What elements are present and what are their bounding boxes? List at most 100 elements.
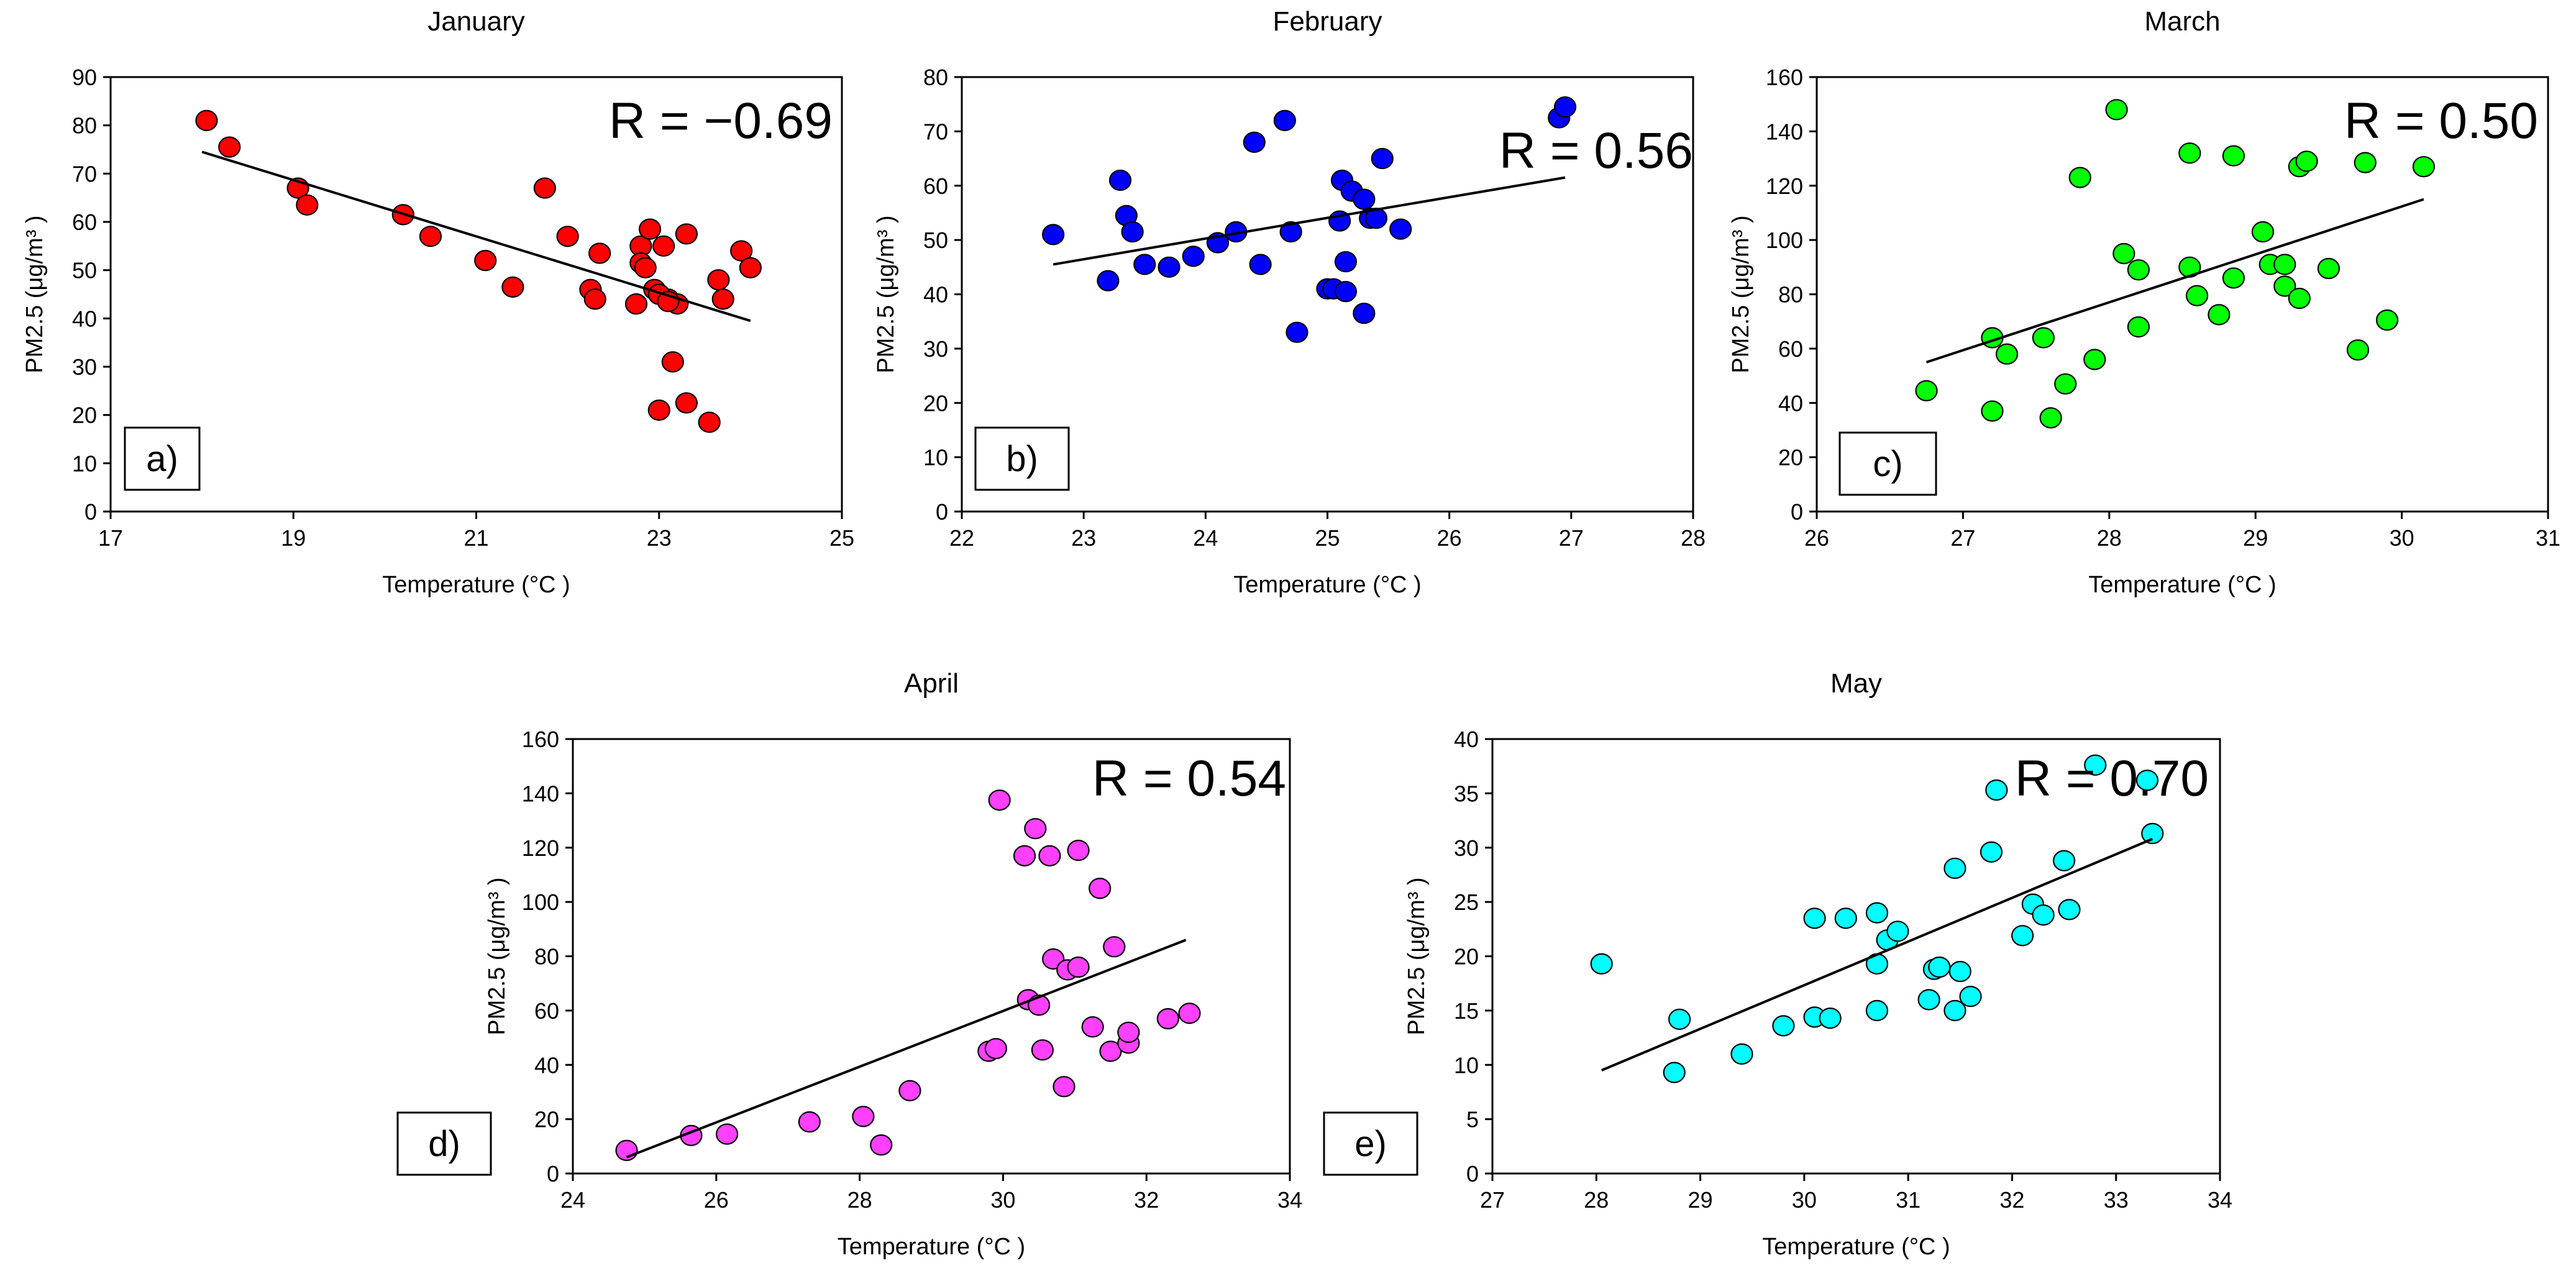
- data-point: [1038, 845, 1061, 866]
- y-tick-label: 50: [923, 227, 948, 253]
- chart-panel-march: March 26 27 28 29 30 31 0 20 40 60 80 100 120 140 160 Te…: [1728, 6, 2560, 598]
- chart-title: March: [2144, 6, 2220, 37]
- y-tick-label: 140: [1766, 119, 1803, 144]
- y-tick-label: 100: [1766, 227, 1803, 253]
- y-tick-label: 80: [72, 113, 97, 139]
- panel-label-box: [1838, 431, 1937, 496]
- y-axis-label: PM2.5 (μg/m³ ): [873, 215, 899, 373]
- x-axis-label: Temperature (°C ): [2088, 572, 2276, 598]
- correlation-label: R = −0.69: [609, 93, 833, 149]
- panel-label: c): [1873, 444, 1902, 484]
- data-point: [1943, 857, 1966, 880]
- y-tick-label: 30: [72, 354, 97, 380]
- data-point: [638, 218, 662, 240]
- x-tick-label: 29: [2243, 525, 2268, 551]
- x-tick-label: 28: [2097, 525, 2122, 551]
- data-point: [1013, 845, 1036, 866]
- data-point: [1089, 878, 1112, 899]
- y-tick-label: 15: [1454, 998, 1479, 1024]
- y-tick-label: 30: [923, 336, 948, 362]
- data-point: [2105, 99, 2128, 121]
- data-point: [1067, 840, 1090, 861]
- x-tick-label: 17: [98, 525, 123, 551]
- x-tick-label: 23: [647, 525, 672, 551]
- y-tick-label: 80: [923, 65, 948, 90]
- y-tick-label: 0: [84, 499, 97, 525]
- x-axis-label: Temperature (°C ): [1233, 572, 1421, 598]
- data-point: [1886, 921, 1909, 942]
- data-point: [1663, 1062, 1686, 1083]
- data-point: [1730, 1043, 1753, 1065]
- y-tick-label: 40: [923, 282, 948, 308]
- x-tick-label: 30: [990, 1187, 1015, 1213]
- data-point: [2317, 257, 2340, 280]
- data-point: [1178, 1003, 1201, 1024]
- data-point: [474, 250, 497, 272]
- chart-panel-april: April 24 26 28 30 32 34 0 20 40 60 80 100 120 140 160 Te…: [396, 668, 1302, 1260]
- data-point: [1980, 841, 2003, 863]
- x-axis-label: Temperature (°C ): [382, 572, 570, 598]
- chart-panel-january: January 17 19 21 23 25 0 10 20 30 40 50 60 70 80 90 Temp…: [22, 6, 854, 598]
- panel-label-box: [124, 426, 201, 491]
- data-point: [1279, 221, 1302, 243]
- data-point: [1948, 960, 1971, 983]
- x-tick-label: 25: [829, 525, 854, 551]
- x-tick-label: 24: [560, 1187, 585, 1213]
- chart-title: January: [427, 6, 525, 37]
- data-point: [2112, 242, 2135, 265]
- x-tick-label: 21: [464, 525, 488, 551]
- data-point: [2412, 156, 2436, 178]
- data-point: [2039, 407, 2062, 429]
- data-point: [1959, 986, 1982, 1008]
- data-point: [556, 226, 579, 247]
- y-tick-label: 70: [72, 161, 97, 186]
- data-point: [1353, 188, 1376, 210]
- y-axis-label: PM2.5 (μg/m³ ): [1728, 215, 1754, 373]
- y-tick-label: 20: [534, 1107, 559, 1132]
- data-point: [661, 351, 684, 373]
- y-tick-label: 140: [522, 781, 559, 806]
- data-point: [1834, 907, 1857, 929]
- data-point: [419, 226, 442, 247]
- data-point: [898, 1080, 921, 1101]
- data-point: [716, 1123, 739, 1145]
- data-point: [1042, 224, 1065, 246]
- data-point: [1108, 169, 1132, 191]
- data-point: [1981, 400, 2004, 422]
- y-tick-label: 40: [1454, 727, 1479, 752]
- data-point: [1024, 818, 1047, 840]
- data-point: [2127, 316, 2150, 338]
- x-axis-label: Temperature (°C ): [1762, 1234, 1950, 1260]
- y-tick-label: 60: [72, 209, 97, 235]
- data-point: [2011, 925, 2034, 947]
- data-point: [870, 1134, 893, 1156]
- panel-label: d): [428, 1124, 460, 1164]
- data-point: [2068, 167, 2091, 188]
- x-tick-label: 34: [1277, 1187, 1302, 1213]
- data-point: [1928, 956, 1951, 978]
- panel-label: a): [146, 439, 178, 479]
- y-tick-label: 40: [1778, 390, 1803, 416]
- x-tick-label: 30: [2390, 525, 2414, 551]
- correlation-label: R = 0.54: [1092, 750, 1286, 807]
- data-point: [1158, 256, 1181, 278]
- chart-title: February: [1272, 6, 1382, 37]
- y-tick-label: 160: [1766, 65, 1803, 90]
- y-tick-label: 25: [1454, 889, 1479, 915]
- x-tick-label: 25: [1315, 525, 1340, 551]
- y-tick-label: 0: [1791, 499, 1803, 525]
- data-point: [647, 399, 670, 421]
- y-tick-label: 20: [72, 403, 97, 428]
- x-tick-label: 28: [1584, 1187, 1609, 1213]
- data-point: [984, 1037, 1007, 1060]
- y-tick-label: 120: [1766, 173, 1803, 199]
- data-point: [1121, 221, 1144, 243]
- y-tick-label: 80: [534, 944, 559, 970]
- data-point: [1371, 147, 1394, 170]
- panel-label: e): [1354, 1124, 1387, 1164]
- data-point: [1915, 380, 1938, 402]
- panel-label-box: [396, 1111, 492, 1176]
- data-point: [2058, 899, 2081, 921]
- y-tick-label: 10: [923, 445, 948, 471]
- x-tick-label: 19: [281, 525, 306, 551]
